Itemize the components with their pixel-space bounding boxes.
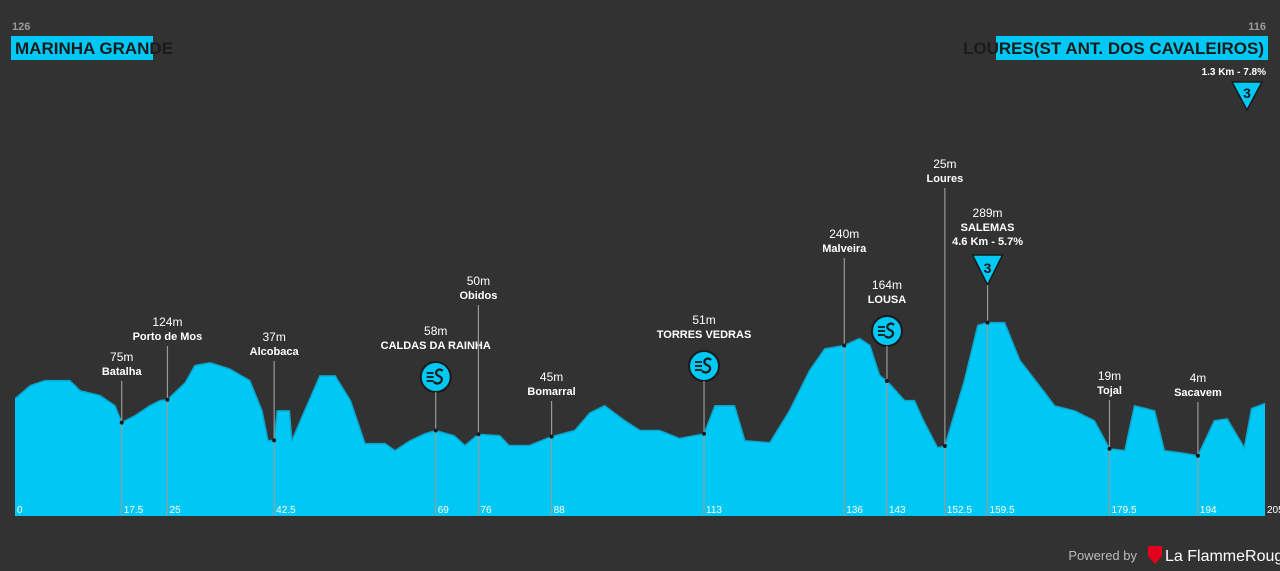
start-box [11, 36, 153, 60]
waypoint-km: 152.5 [947, 505, 972, 516]
finish-climb: 1.3 Km - 7.8% [1202, 67, 1267, 78]
waypoint-name: TORRES VEDRAS [657, 329, 752, 341]
waypoint-point [702, 431, 707, 436]
waypoint-point [433, 428, 438, 433]
waypoint-name: SALEMAS [961, 222, 1015, 234]
waypoint-km: 25 [169, 505, 181, 516]
waypoint-km: 17.5 [124, 505, 144, 516]
brand-logo [1148, 546, 1162, 564]
waypoint-point [1107, 446, 1112, 451]
profile-line [14, 321, 1266, 457]
waypoint-name: Loures [927, 173, 964, 185]
waypoint-km: 113 [706, 505, 722, 516]
waypoint-elevation: 37m [262, 330, 285, 344]
waypoint-name: LOUSA [868, 294, 907, 306]
sprint-icon-s [884, 322, 895, 339]
finish-category: 3 [1243, 85, 1251, 101]
waypoint-climb: 4.6 Km - 5.7% [952, 236, 1023, 248]
start-elevation: 126 [12, 21, 30, 33]
waypoint-elevation: 124m [152, 315, 182, 329]
category-icon [1230, 81, 1264, 112]
waypoint-km: 159.5 [990, 505, 1015, 516]
waypoint-km: 136 [846, 505, 863, 516]
waypoint-km: 69 [438, 505, 450, 516]
waypoint-elevation: 289m [973, 206, 1003, 220]
waypoint-point [985, 320, 990, 325]
waypoint-point [1195, 453, 1200, 458]
waypoint-point [119, 420, 124, 425]
waypoint-point [842, 343, 847, 348]
brand: La FlammeRouge [1165, 548, 1280, 565]
waypoint-km: 42.5 [276, 505, 296, 516]
sprint-icon [419, 361, 452, 393]
sprint-icon [688, 350, 721, 382]
waypoint-elevation: 45m [540, 370, 563, 384]
start-name: MARINHA GRANDE [15, 39, 173, 58]
waypoint-elevation: 4m [1190, 371, 1207, 385]
waypoint-km: 76 [480, 505, 492, 516]
waypoint-name: Tojal [1097, 385, 1122, 397]
finish-name: LOURES(ST ANT. DOS CAVALEIROS) [963, 39, 1264, 58]
waypoint-name: Bomarral [527, 386, 575, 398]
sprint-icon-s [701, 357, 712, 374]
waypoint-km: 88 [554, 505, 566, 516]
waypoint-elevation: 19m [1098, 369, 1121, 383]
waypoint-name: Obidos [459, 290, 497, 302]
waypoint-elevation: 58m [424, 324, 447, 338]
waypoint-point [476, 432, 481, 437]
waypoint-elevation: 25m [933, 157, 956, 171]
waypoint-name: Sacavem [1174, 387, 1222, 399]
waypoint-name: Porto de Mos [133, 331, 203, 343]
waypoint-elevation: 75m [110, 350, 133, 364]
waypoint-name: CALDAS DA RAINHA [381, 340, 491, 352]
waypoint-point [942, 443, 947, 448]
waypoint-category: 3 [984, 260, 992, 276]
finish-box [996, 36, 1268, 60]
waypoint-km: 143 [889, 505, 906, 516]
category-icon [971, 254, 1004, 287]
waypoint-point [272, 438, 277, 443]
x-tick-label: 0 [17, 505, 23, 516]
waypoint-elevation: 164m [872, 278, 902, 292]
powered-by: Powered by [1068, 548, 1137, 563]
profile-fill [15, 322, 1265, 516]
waypoint-km: 194 [1200, 505, 1217, 516]
waypoint-point [884, 379, 889, 384]
sprint-icon [870, 315, 903, 347]
waypoint-elevation: 240m [829, 227, 859, 241]
sprint-icon-s [433, 368, 444, 385]
x-tick-label: 205 [1267, 505, 1280, 516]
waypoint-elevation: 51m [692, 313, 715, 327]
waypoint-name: Malveira [822, 243, 867, 255]
waypoint-km: 179.5 [1112, 505, 1137, 516]
waypoint-point [549, 434, 554, 439]
finish-elevation: 116 [1248, 21, 1266, 33]
waypoint-elevation: 50m [467, 274, 490, 288]
waypoint-name: Batalha [102, 366, 143, 378]
waypoint-point [165, 397, 170, 402]
waypoint-name: Alcobaca [250, 346, 300, 358]
